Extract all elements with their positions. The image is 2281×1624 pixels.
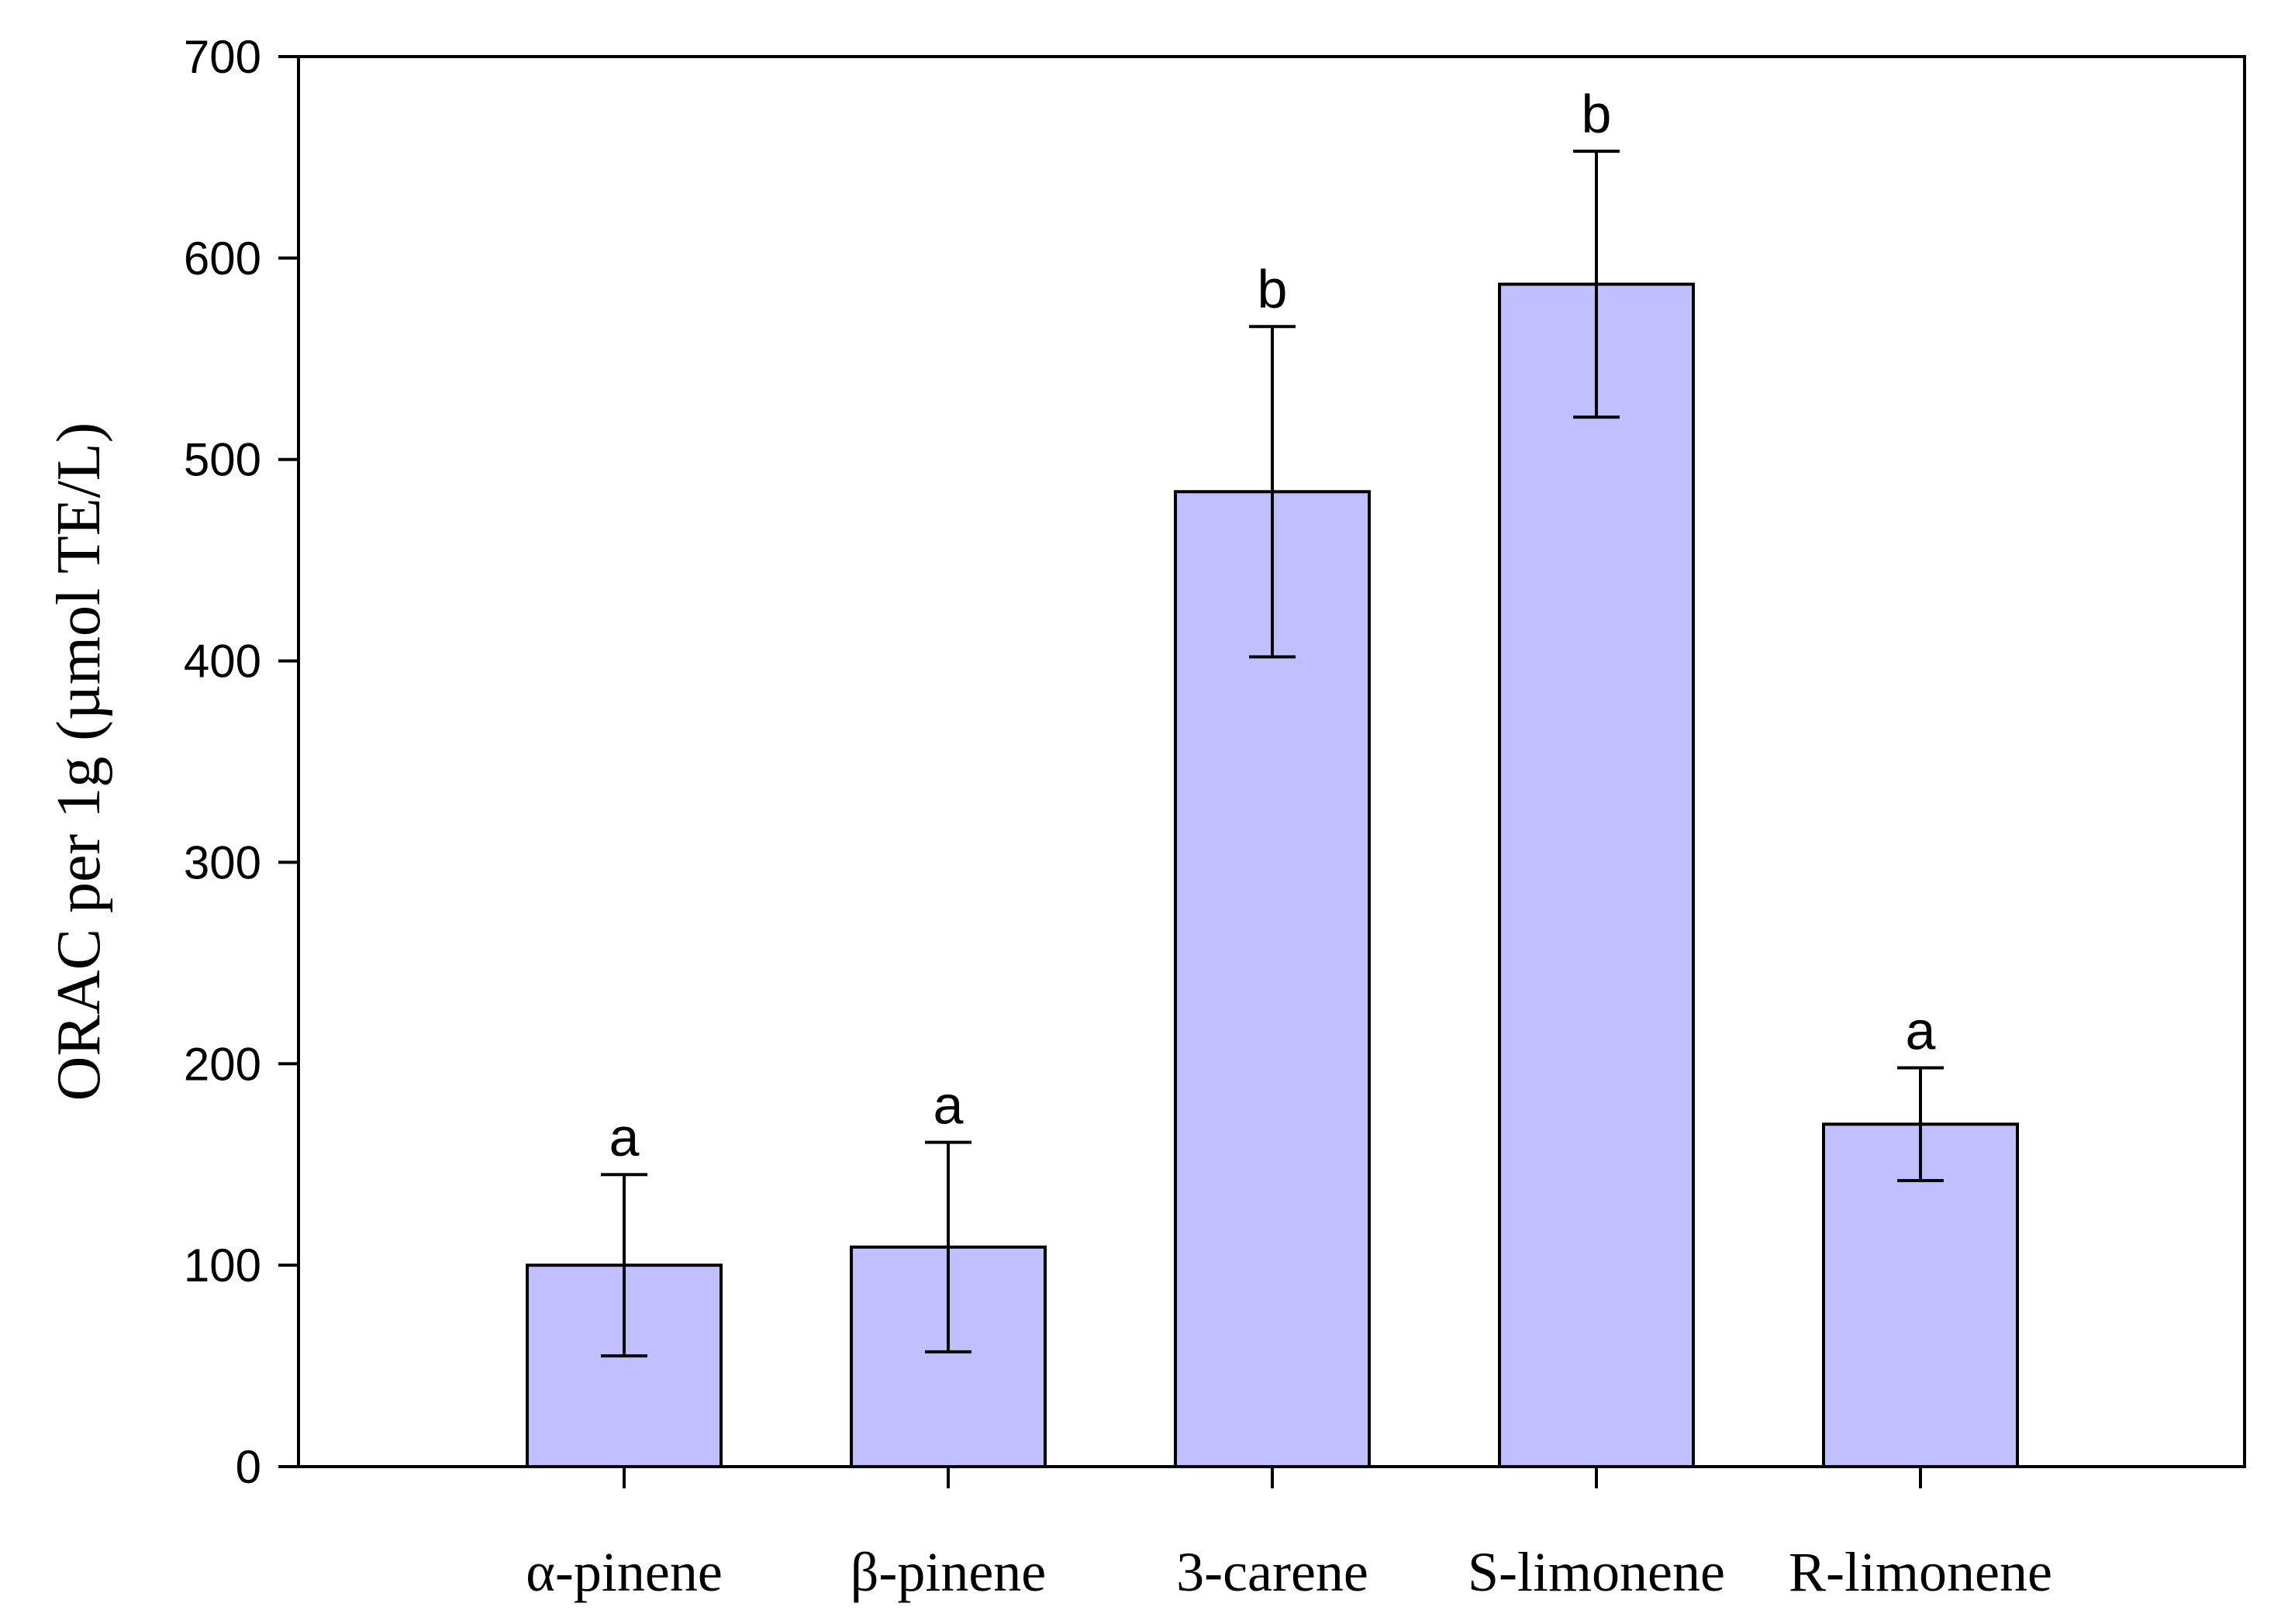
x-tick-label: 3-carene <box>1176 1541 1368 1603</box>
y-tick-label: 600 <box>184 233 261 284</box>
significance-labels-layer: a a b b a <box>609 84 1936 1167</box>
y-axis: 0 100 200 300 400 500 600 700 <box>184 31 298 1493</box>
significance-label: a <box>1906 1000 1936 1060</box>
x-tick-label: S-limonene <box>1468 1541 1725 1603</box>
y-tick-label: 400 <box>184 636 261 688</box>
y-tick-label: 700 <box>184 31 261 83</box>
significance-label: a <box>609 1107 640 1167</box>
error-bars-layer <box>601 150 1944 1358</box>
significance-label: a <box>933 1075 964 1136</box>
x-tick-label: R-limonene <box>1789 1541 2052 1603</box>
significance-label: b <box>1582 84 1612 144</box>
y-tick-label: 200 <box>184 1038 261 1090</box>
x-axis: α-pinene β-pinene 3-carene S-limonene R-limo… <box>526 1467 2052 1603</box>
significance-label: b <box>1258 259 1288 319</box>
y-tick-label: 0 <box>236 1441 261 1493</box>
y-tick-label: 300 <box>184 836 261 888</box>
y-axis-title: ORAC per 1g (µmol TE/L) <box>45 422 113 1102</box>
x-tick-label: β-pinene <box>851 1541 1047 1603</box>
y-tick-label: 100 <box>184 1240 261 1291</box>
y-tick-label: 500 <box>184 434 261 486</box>
bar <box>1498 282 1695 1469</box>
x-tick-label: α-pinene <box>526 1541 723 1603</box>
